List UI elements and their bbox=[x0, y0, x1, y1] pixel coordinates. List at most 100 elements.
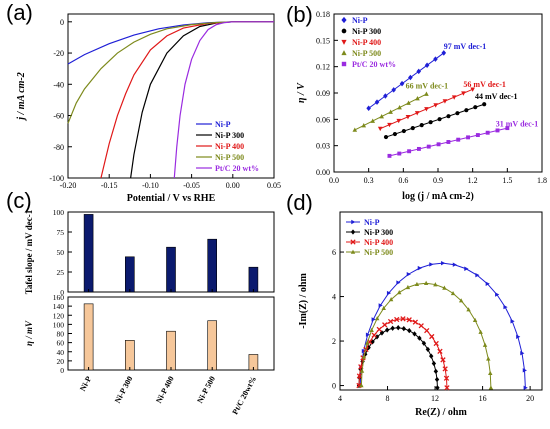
panel-d-data-point bbox=[433, 340, 439, 347]
panel-a-x-tick-label: -0.10 bbox=[142, 181, 159, 190]
panel-d-legend-label: Ni-P 500 bbox=[364, 248, 393, 257]
panel-b-data-point bbox=[419, 123, 424, 128]
panel-a-x-tick-label: 0.05 bbox=[267, 181, 281, 190]
panel-d-legend-marker bbox=[350, 229, 356, 235]
panel-c-y-tick-label: 120 bbox=[53, 311, 65, 320]
panel-b-data-point bbox=[410, 126, 415, 131]
panel-d-data-point bbox=[386, 290, 392, 296]
panel-d-data-point bbox=[433, 282, 438, 287]
panel-d-data-point bbox=[365, 340, 370, 345]
panel-d-y-tick-label: 6 bbox=[332, 248, 336, 257]
panel-d-data-point bbox=[412, 331, 417, 337]
panel-b-data-point bbox=[414, 111, 420, 116]
panel-c-top-y-axis-title: Tafel slope / mV dec-1 bbox=[24, 209, 34, 294]
panel-d-data-point bbox=[356, 373, 363, 379]
panel-b-legend-marker bbox=[341, 50, 347, 56]
panel-d-legend-label: Ni-P bbox=[364, 218, 380, 227]
panel-c-label: (c) bbox=[6, 188, 32, 213]
panel-b-data-point bbox=[446, 140, 451, 144]
panel-a-legend-label: Ni-P 400 bbox=[215, 142, 244, 151]
panel-a-y-tick-label: -100 bbox=[49, 174, 64, 183]
panel-d-data-point bbox=[510, 319, 515, 324]
panel-b-x-axis-title: log (j / mA cm-2) bbox=[402, 191, 474, 202]
panel-d-data-point bbox=[450, 290, 456, 296]
panel-a-y-tick-label: -40 bbox=[53, 80, 64, 89]
panel-a-series-line bbox=[100, 21, 274, 179]
panel-d-data-point bbox=[394, 316, 400, 323]
panel-c-bar bbox=[125, 340, 135, 371]
panel-b-data-point bbox=[495, 128, 500, 133]
panel-d-data-point bbox=[503, 304, 508, 310]
panel-d-data-point bbox=[390, 325, 395, 331]
panel-d-legend-marker bbox=[350, 239, 356, 245]
panel-a-legend-label: Ni-P bbox=[215, 120, 231, 129]
panel-d-data-point bbox=[361, 354, 367, 359]
panel-c-y-tick-label: 0 bbox=[60, 366, 64, 375]
panel-b-data-point bbox=[387, 153, 392, 158]
panel-d-data-point bbox=[396, 325, 401, 331]
panel-d-data-point bbox=[444, 385, 450, 391]
panel-b-legend-label: Ni-P 400 bbox=[352, 38, 381, 47]
panel-d-data-point bbox=[376, 326, 382, 333]
panel-d-data-point bbox=[371, 332, 377, 338]
panel-d-x-tick-label: 8 bbox=[386, 394, 390, 403]
panel-b-slope-annotation: 66 mV dec-1 bbox=[406, 82, 449, 91]
panel-b-legend-label: Ni-P 300 bbox=[352, 27, 381, 36]
panel-b-data-point bbox=[406, 100, 411, 105]
panel-b-data-point bbox=[461, 91, 466, 96]
panel-b-data-point bbox=[456, 137, 461, 142]
panel-d-data-point bbox=[435, 385, 440, 391]
panel-d-data-point bbox=[388, 297, 394, 302]
panel-a-x-tick-label: -0.20 bbox=[60, 181, 77, 190]
panel-b-y-tick-label: 0.12 bbox=[316, 63, 330, 72]
panel-d-series-line bbox=[360, 282, 492, 388]
panel-b-data-point bbox=[424, 62, 430, 68]
panel-c-y-tick-label: 25 bbox=[57, 268, 65, 277]
panel-c-category-label: Ni-P 500 bbox=[195, 375, 217, 405]
panel-d-legend-label: Ni-P 400 bbox=[364, 238, 393, 247]
panel-b-data-point bbox=[407, 149, 412, 154]
panel-b-fit-line bbox=[368, 52, 445, 109]
panel-a-y-tick-label: 0 bbox=[60, 18, 64, 27]
panel-b-data-point bbox=[397, 151, 402, 156]
panel-c-y-tick-label: 0 bbox=[60, 288, 64, 297]
panel-d-data-point bbox=[359, 368, 365, 373]
panel-d-data-point bbox=[475, 272, 480, 278]
panel-d-data-point bbox=[437, 348, 443, 354]
panel-a-series-line bbox=[130, 21, 274, 179]
panel-b-y-tick-label: 0.06 bbox=[316, 115, 330, 124]
panel-b-data-point bbox=[405, 115, 411, 120]
panel-a-series-line bbox=[173, 21, 274, 179]
panel-d-data-point bbox=[488, 370, 493, 375]
panel-c-bar bbox=[125, 256, 135, 293]
panel-b-y-axis-title: η / V bbox=[296, 82, 307, 103]
panel-c-y-tick-label: 100 bbox=[53, 320, 65, 329]
panel-b-data-point bbox=[377, 126, 383, 132]
panel-b-data-point bbox=[505, 126, 510, 131]
panel-b-y-tick-label: 0.00 bbox=[316, 168, 330, 177]
panel-d-data-point bbox=[442, 285, 447, 290]
panel-d-data-point bbox=[414, 281, 420, 287]
panel-d-data-point bbox=[486, 356, 491, 361]
panel-d-data-point bbox=[488, 385, 494, 390]
panel-d-data-point bbox=[407, 328, 412, 334]
panel-d-data-point bbox=[401, 325, 407, 332]
panel-b-x-tick-label: 0.3 bbox=[364, 176, 374, 185]
panel-d-x-tick-label: 16 bbox=[479, 394, 487, 403]
panel-d-data-point bbox=[485, 281, 490, 287]
panel-b-data-point bbox=[485, 130, 490, 135]
panel-d-x-tick-label: 12 bbox=[431, 394, 439, 403]
panel-b-legend-marker bbox=[341, 28, 347, 34]
panel-b-data-point bbox=[383, 134, 389, 140]
panel-d-data-point bbox=[406, 317, 412, 323]
panel-b-data-point bbox=[397, 104, 402, 110]
panel-b-data-point bbox=[437, 117, 442, 122]
panel-b-data-point bbox=[466, 135, 470, 140]
panel-d-data-point bbox=[423, 280, 429, 285]
panel-d-data-point bbox=[421, 340, 427, 346]
panel-b-legend-marker bbox=[341, 39, 347, 45]
panel-b-data-point bbox=[352, 127, 358, 132]
panel-d-data-point bbox=[397, 290, 402, 295]
panel-a-y-tick-label: -80 bbox=[53, 143, 64, 152]
